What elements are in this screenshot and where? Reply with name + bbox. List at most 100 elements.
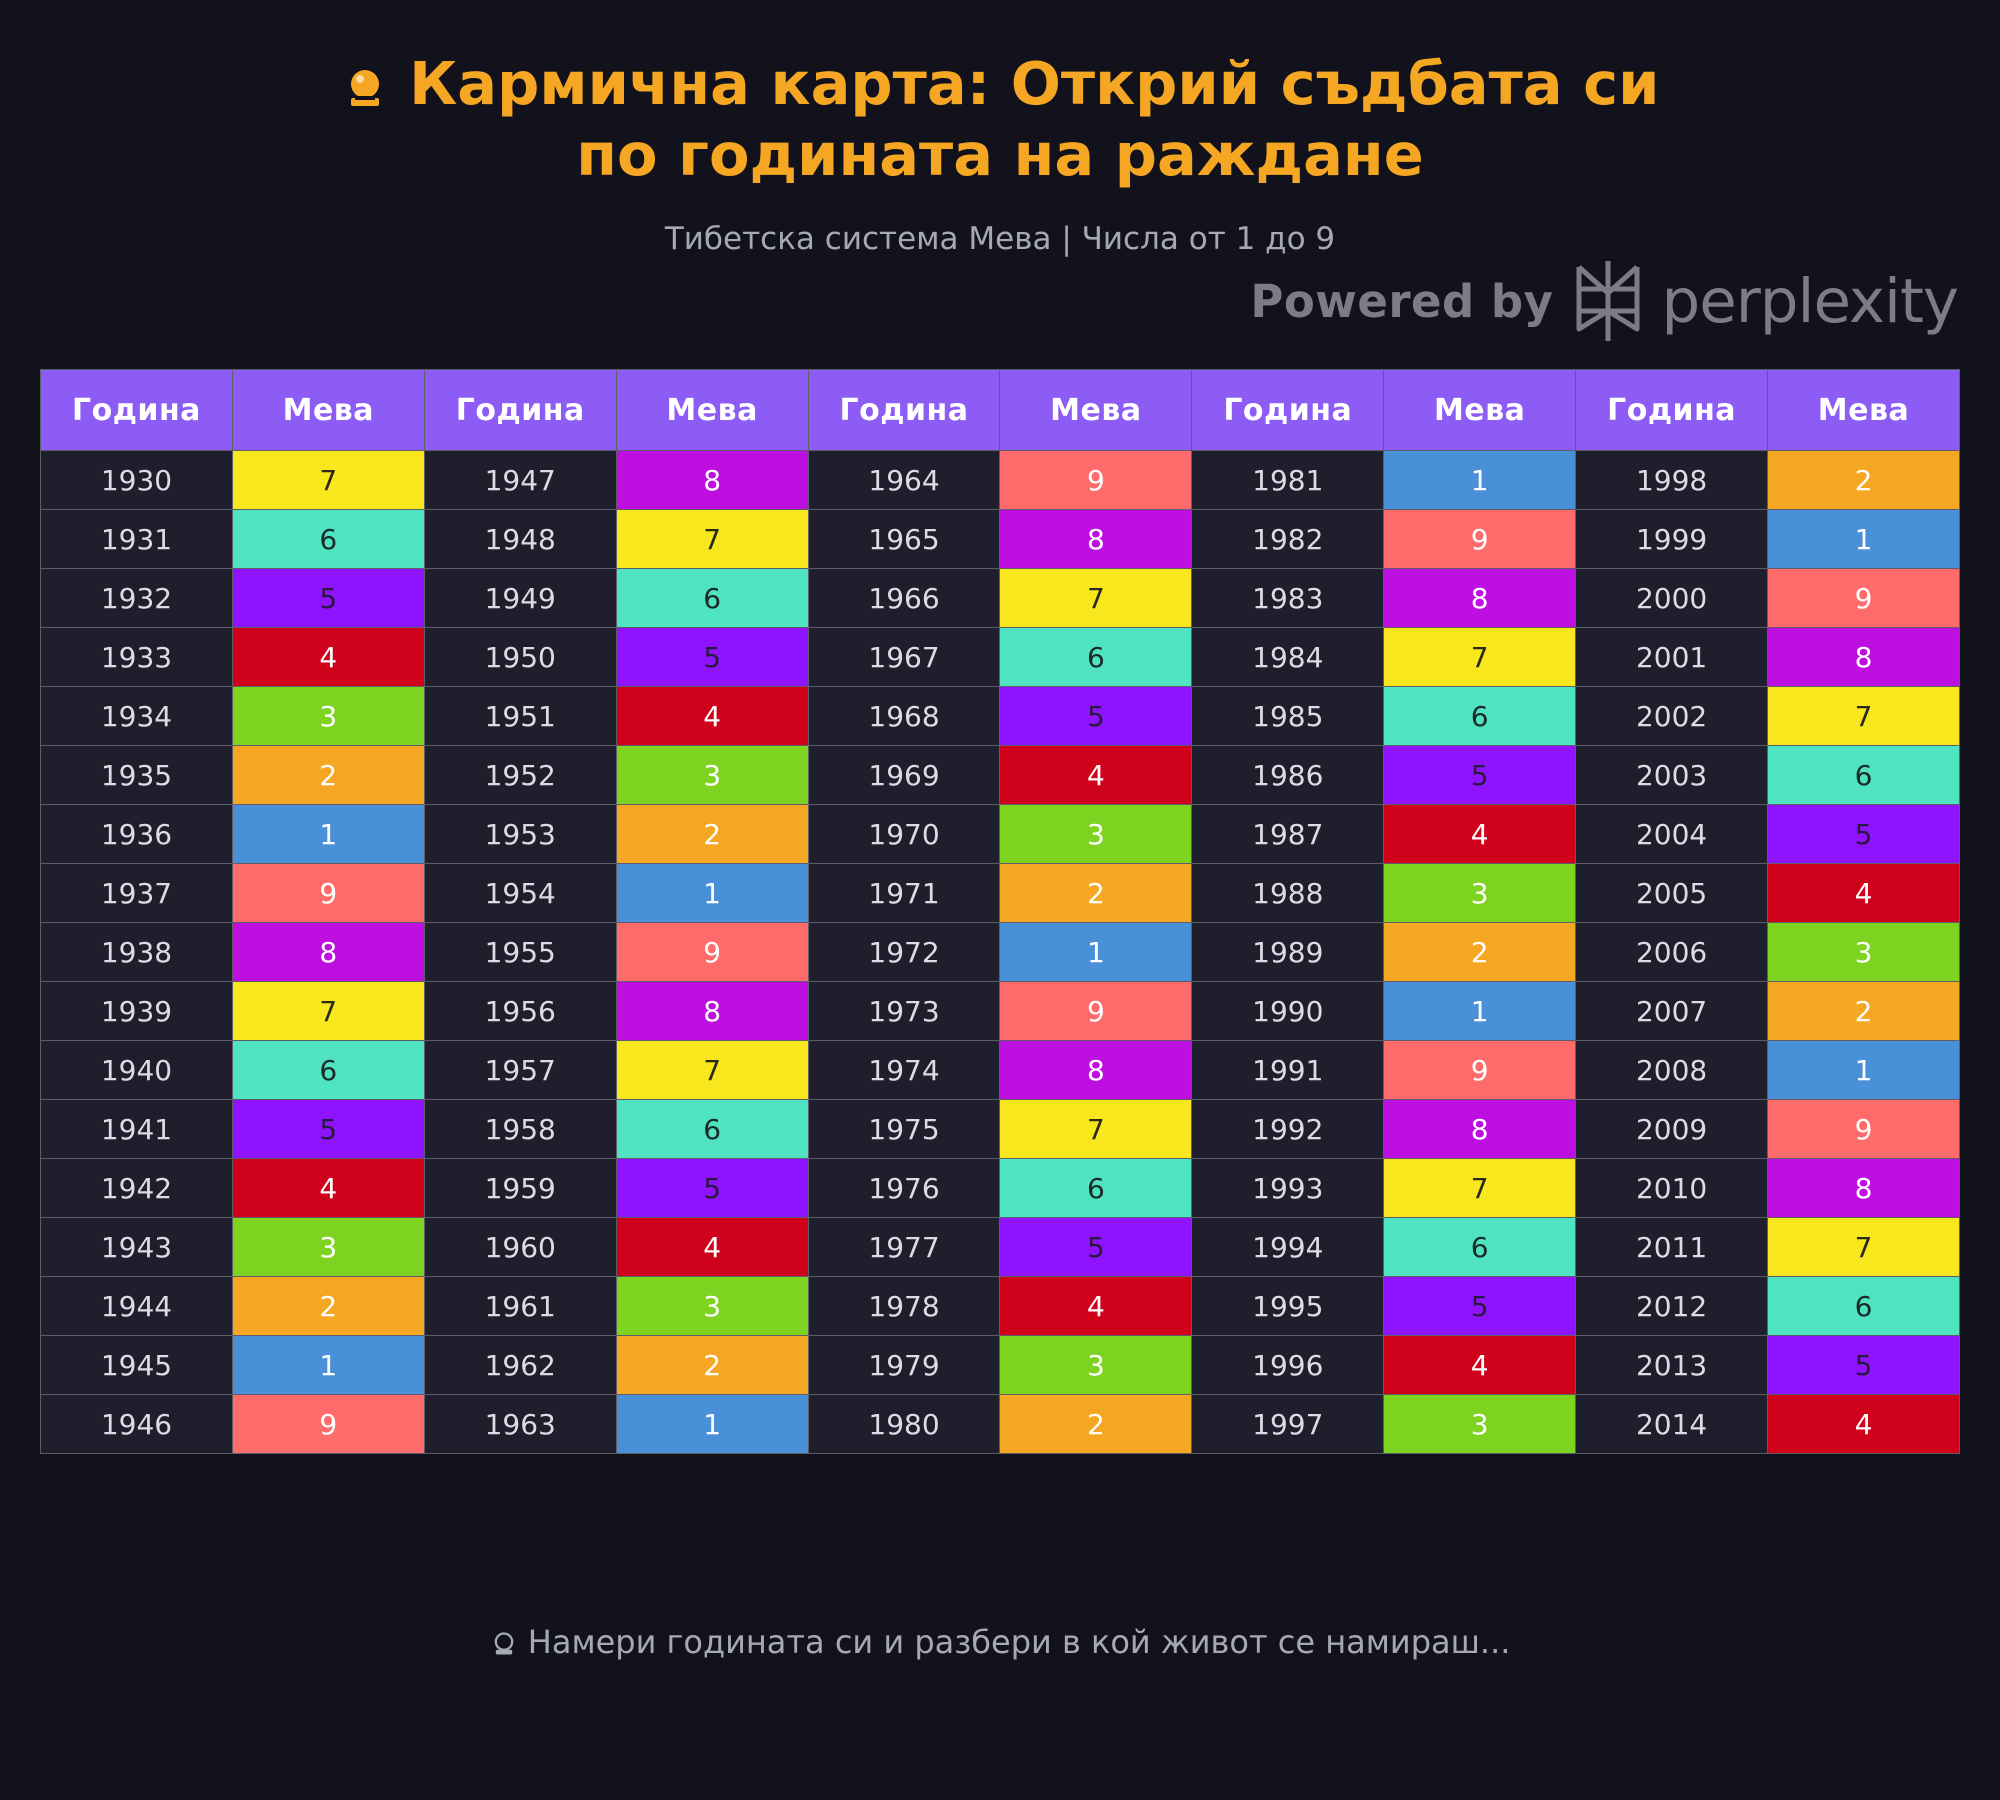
meva-cell: 9 — [999, 981, 1193, 1041]
year-cell: 1988 — [1191, 863, 1385, 923]
year-cell: 1952 — [423, 745, 617, 805]
table-row: 1944 2 1961 3 1978 4 1995 5 2012 6 — [40, 1276, 1960, 1336]
meva-cell: 7 — [615, 1040, 809, 1100]
year-cell: 2002 — [1575, 686, 1769, 746]
year-cell: 2000 — [1575, 568, 1769, 628]
year-cell: 1957 — [423, 1040, 617, 1100]
year-cell: 1954 — [423, 863, 617, 923]
meva-cell: 9 — [999, 450, 1193, 510]
year-cell: 1968 — [807, 686, 1001, 746]
year-cell: 1938 — [40, 922, 233, 982]
meva-cell: 8 — [999, 1040, 1193, 1100]
meva-cell: 2 — [1383, 922, 1577, 982]
year-cell: 1931 — [40, 509, 233, 569]
column-header-meva: Мева — [999, 369, 1193, 451]
footer-note: Намери годината си и разбери в кой живот… — [0, 1622, 2000, 1662]
year-cell: 1986 — [1191, 745, 1385, 805]
meva-cell: 8 — [615, 981, 809, 1041]
meva-cell: 1 — [1767, 1040, 1960, 1100]
column-header-year: Година — [1575, 369, 1769, 451]
year-cell: 2011 — [1575, 1217, 1769, 1277]
table-body: 1930 7 1947 8 1964 9 1981 1 1998 2 1931 6 1948 7 1965 8… — [40, 450, 1960, 1454]
meva-cell: 2 — [231, 745, 425, 805]
year-cell: 1946 — [40, 1394, 233, 1454]
table-row: 1934 3 1951 4 1968 5 1985 6 2002 7 — [40, 686, 1960, 746]
year-cell: 1964 — [807, 450, 1001, 510]
year-cell: 2005 — [1575, 863, 1769, 923]
column-header-meva: Мева — [1383, 369, 1577, 451]
table-row: 1936 1 1953 2 1970 3 1987 4 2004 5 — [40, 804, 1960, 864]
meva-cell: 5 — [1383, 745, 1577, 805]
year-cell: 2008 — [1575, 1040, 1769, 1100]
powered-by-label: Powered by — [1250, 274, 1554, 328]
year-cell: 1981 — [1191, 450, 1385, 510]
year-cell: 1948 — [423, 509, 617, 569]
year-cell: 1997 — [1191, 1394, 1385, 1454]
meva-cell: 6 — [1383, 1217, 1577, 1277]
year-cell: 1985 — [1191, 686, 1385, 746]
year-cell: 1935 — [40, 745, 233, 805]
year-cell: 1966 — [807, 568, 1001, 628]
meva-cell: 9 — [615, 922, 809, 982]
meva-cell: 6 — [999, 1158, 1193, 1218]
table-row: 1931 6 1948 7 1965 8 1982 9 1999 1 — [40, 509, 1960, 569]
meva-cell: 1 — [1383, 981, 1577, 1041]
title-line-1-text: Кармична карта: Открий съдбата си — [409, 49, 1660, 118]
meva-cell: 2 — [1767, 981, 1960, 1041]
meva-cell: 1 — [615, 1394, 809, 1454]
meva-cell: 8 — [1767, 627, 1960, 687]
meva-cell: 1 — [1767, 509, 1960, 569]
subtitle: Тибетска система Мева | Числа от 1 до 9 — [664, 221, 1336, 257]
perplexity-logo-icon — [1576, 261, 1640, 341]
year-cell: 2003 — [1575, 745, 1769, 805]
meva-cell: 5 — [615, 627, 809, 687]
meva-cell: 5 — [1767, 804, 1960, 864]
year-cell: 1939 — [40, 981, 233, 1041]
meva-cell: 6 — [1767, 745, 1960, 805]
year-cell: 2009 — [1575, 1099, 1769, 1159]
meva-cell: 3 — [999, 804, 1193, 864]
year-cell: 1996 — [1191, 1335, 1385, 1395]
meva-cell: 4 — [615, 1217, 809, 1277]
meva-cell: 4 — [1383, 804, 1577, 864]
meva-cell: 3 — [231, 686, 425, 746]
year-cell: 1936 — [40, 804, 233, 864]
year-cell: 1932 — [40, 568, 233, 628]
meva-cell: 8 — [999, 509, 1193, 569]
table-row: 1946 9 1963 1 1980 2 1997 3 2014 4 — [40, 1394, 1960, 1454]
meva-cell: 2 — [1767, 450, 1960, 510]
meva-cell: 6 — [1767, 1276, 1960, 1336]
year-cell: 1962 — [423, 1335, 617, 1395]
year-cell: 1987 — [1191, 804, 1385, 864]
meva-cell: 4 — [231, 627, 425, 687]
meva-cell: 5 — [231, 568, 425, 628]
meva-cell: 2 — [999, 1394, 1193, 1454]
year-cell: 1951 — [423, 686, 617, 746]
year-cell: 1990 — [1191, 981, 1385, 1041]
meva-cell: 4 — [1767, 1394, 1960, 1454]
meva-cell: 3 — [231, 1217, 425, 1277]
year-cell: 1999 — [1575, 509, 1769, 569]
year-cell: 1967 — [807, 627, 1001, 687]
crystal-ball-icon — [350, 69, 379, 106]
year-cell: 1945 — [40, 1335, 233, 1395]
perplexity-brand-text: perplexity — [1661, 265, 1959, 337]
year-cell: 1944 — [40, 1276, 233, 1336]
year-cell: 2014 — [1575, 1394, 1769, 1454]
column-header-meva: Мева — [1767, 369, 1960, 451]
year-cell: 1979 — [807, 1335, 1001, 1395]
meva-cell: 9 — [1383, 1040, 1577, 1100]
meva-cell: 8 — [1767, 1158, 1960, 1218]
year-cell: 1941 — [40, 1099, 233, 1159]
meva-cell: 5 — [231, 1099, 425, 1159]
meva-cell: 4 — [231, 1158, 425, 1218]
year-cell: 1942 — [40, 1158, 233, 1218]
year-cell: 1982 — [1191, 509, 1385, 569]
meva-cell: 6 — [615, 568, 809, 628]
table-row: 1940 6 1957 7 1974 8 1991 9 2008 1 — [40, 1040, 1960, 1100]
table-row: 1941 5 1958 6 1975 7 1992 8 2009 9 — [40, 1099, 1960, 1159]
column-header-meva: Мева — [615, 369, 809, 451]
year-cell: 1934 — [40, 686, 233, 746]
meva-cell: 3 — [1383, 863, 1577, 923]
meva-cell: 3 — [999, 1335, 1193, 1395]
